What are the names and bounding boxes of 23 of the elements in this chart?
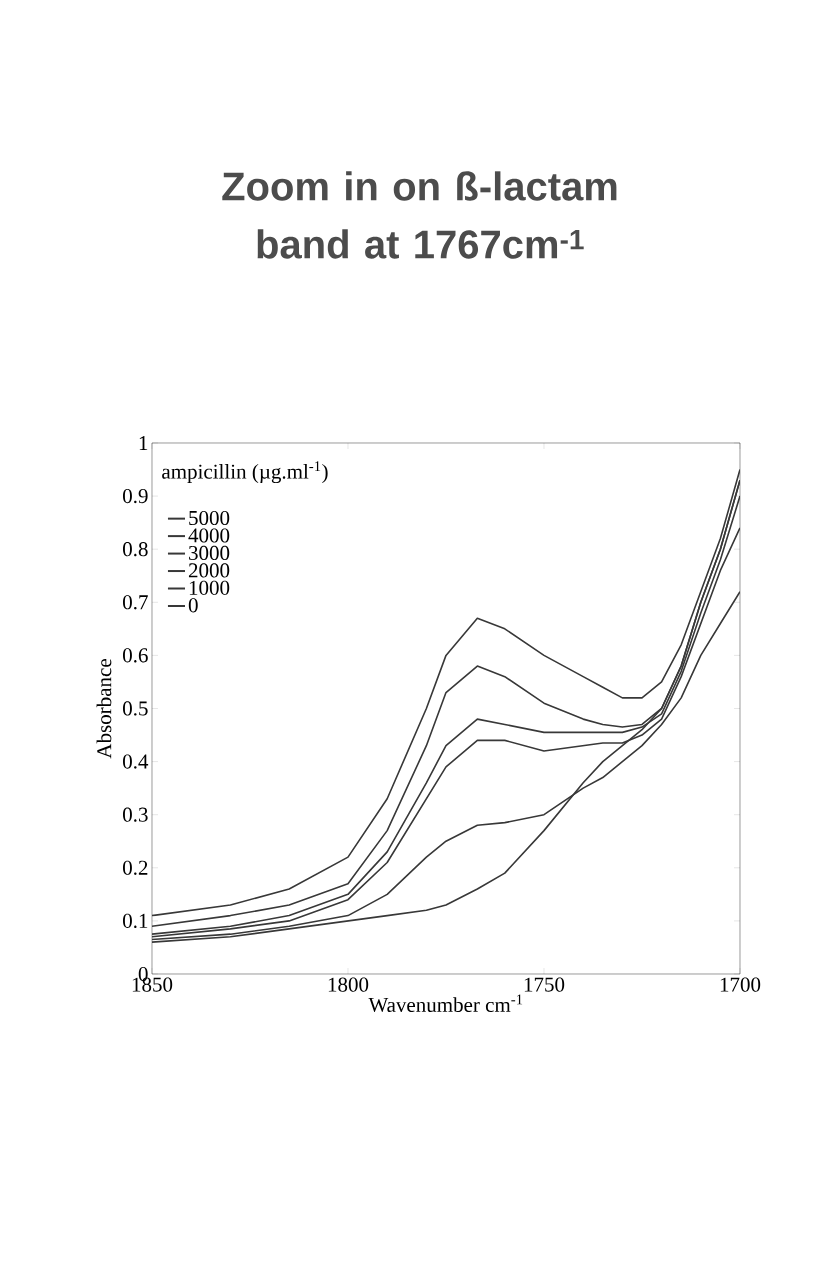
y-tick-label: 0.2 [123, 860, 148, 875]
y-tick-label: 0.8 [123, 542, 148, 557]
chart-title: Zoom in on ß-lactam band at 1767cm$^{-1}$ [222, 171, 617, 259]
x-tick-label: 1800 [328, 977, 369, 992]
legend-label: 4000 [188, 528, 230, 543]
legend-label: 0 [188, 598, 198, 613]
y-axis-title: Absorbance [96, 659, 112, 759]
legend-label: 1000 [189, 580, 230, 595]
y-tick-label: 0.5 [123, 701, 148, 716]
x-axis-title: Wavenumber cm$^{-1}$ [368, 994, 523, 1013]
x-tick-label: 1750 [524, 977, 565, 992]
y-tick-label: 0.1 [123, 913, 148, 929]
y-tick-label: 0.7 [123, 595, 148, 610]
x-tick-label: 1700 [720, 977, 761, 992]
y-tick-label: 1 [139, 436, 148, 450]
legend-label: 3000 [189, 545, 230, 561]
y-tick-label: 0.6 [123, 648, 148, 663]
y-tick-label: 0.4 [123, 754, 149, 769]
y-tick-label: 0.9 [123, 488, 148, 504]
legend-label: 2000 [188, 563, 230, 578]
legend-label: 5000 [189, 510, 230, 526]
legend-title: ampicillin (µg.ml$^{-1}$) [162, 461, 328, 484]
y-tick-label: 0.3 [123, 807, 148, 822]
